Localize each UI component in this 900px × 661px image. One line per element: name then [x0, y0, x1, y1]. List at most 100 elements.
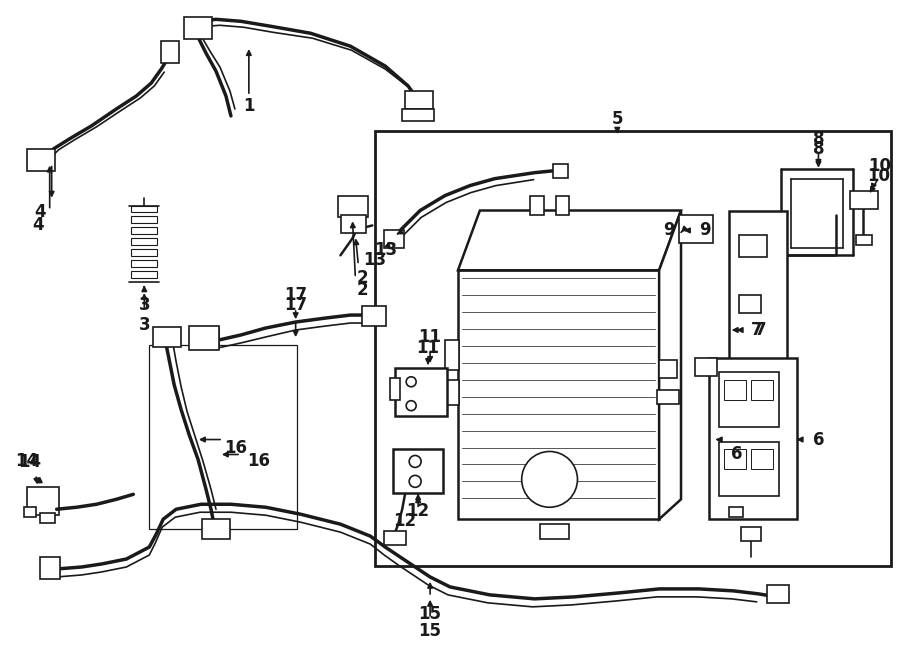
Text: 15: 15	[418, 622, 442, 640]
Text: 10: 10	[867, 167, 890, 184]
Bar	[445, 380, 459, 405]
Bar	[40, 513, 55, 524]
Bar	[194, 328, 219, 348]
Text: 2: 2	[356, 281, 368, 299]
Bar	[23, 507, 36, 517]
Bar	[741, 527, 760, 541]
Bar	[375, 131, 891, 566]
Circle shape	[406, 401, 416, 410]
Bar	[540, 524, 570, 539]
Bar	[751, 449, 772, 469]
Text: 4: 4	[32, 216, 43, 235]
Text: 2: 2	[356, 269, 368, 288]
Bar	[729, 210, 787, 449]
Text: 10: 10	[868, 157, 892, 175]
Bar	[530, 196, 544, 215]
Text: 5: 5	[611, 110, 623, 128]
Bar	[161, 41, 179, 63]
Bar	[384, 531, 406, 545]
Text: 1: 1	[243, 97, 255, 115]
Text: 12: 12	[393, 512, 417, 530]
Bar	[131, 239, 158, 245]
Text: 17: 17	[284, 296, 307, 314]
Bar	[41, 559, 58, 577]
Bar	[724, 449, 746, 469]
Text: 13: 13	[374, 241, 397, 259]
Bar	[341, 215, 366, 233]
Bar	[131, 260, 158, 267]
Bar	[402, 109, 434, 121]
Bar	[769, 587, 787, 601]
Text: 6: 6	[731, 446, 742, 463]
Text: 7: 7	[755, 321, 767, 339]
Circle shape	[410, 475, 421, 487]
Bar	[189, 326, 219, 350]
Bar	[739, 395, 760, 412]
Bar	[555, 196, 570, 215]
Bar	[363, 306, 386, 326]
Bar	[27, 487, 58, 515]
Bar	[391, 378, 401, 400]
Text: 11: 11	[418, 328, 442, 346]
Bar	[131, 227, 158, 235]
Bar	[131, 217, 158, 223]
Polygon shape	[659, 210, 681, 519]
Text: 3: 3	[139, 296, 150, 314]
Text: 3: 3	[139, 316, 150, 334]
Bar	[679, 215, 713, 243]
Bar	[739, 235, 767, 257]
Bar	[131, 206, 158, 212]
Text: 11: 11	[417, 339, 439, 357]
Bar	[682, 219, 710, 241]
Bar	[445, 340, 459, 370]
Text: 4: 4	[34, 204, 46, 221]
Bar	[856, 235, 872, 245]
Bar	[30, 151, 51, 169]
Text: 15: 15	[418, 605, 442, 623]
Polygon shape	[458, 270, 659, 519]
Bar	[393, 449, 443, 493]
Text: 12: 12	[407, 502, 429, 520]
Bar	[131, 271, 158, 278]
Text: 8: 8	[813, 130, 824, 148]
Text: 9: 9	[699, 221, 711, 239]
Bar	[553, 164, 569, 178]
Text: 14: 14	[15, 452, 39, 471]
Bar	[659, 360, 677, 378]
Bar	[40, 557, 59, 579]
Bar	[719, 442, 778, 496]
Text: 16: 16	[248, 452, 270, 471]
Bar	[202, 519, 230, 539]
Bar	[729, 507, 742, 517]
Bar	[204, 521, 228, 537]
Bar	[695, 358, 717, 376]
Bar	[395, 368, 447, 416]
Polygon shape	[458, 210, 681, 270]
Bar	[657, 390, 679, 404]
Bar	[30, 489, 58, 511]
Bar	[386, 233, 402, 247]
Bar	[184, 17, 212, 39]
Text: 6: 6	[813, 430, 824, 449]
Text: 13: 13	[363, 251, 386, 269]
Bar	[153, 327, 181, 347]
Bar	[338, 196, 368, 217]
Bar	[850, 190, 878, 208]
Bar	[724, 380, 746, 400]
Bar	[187, 19, 209, 37]
Bar	[739, 295, 760, 313]
Text: 8: 8	[813, 139, 824, 158]
Bar	[751, 380, 772, 400]
Circle shape	[522, 451, 578, 507]
Text: 16: 16	[224, 438, 248, 457]
Text: 7: 7	[751, 321, 762, 339]
Bar	[149, 345, 297, 529]
Text: 9: 9	[663, 221, 675, 239]
Bar	[405, 91, 433, 109]
Text: 17: 17	[284, 286, 307, 304]
Text: 14: 14	[18, 453, 41, 471]
Bar	[27, 149, 55, 171]
Bar	[719, 372, 778, 426]
Circle shape	[406, 377, 416, 387]
Bar	[384, 231, 404, 249]
